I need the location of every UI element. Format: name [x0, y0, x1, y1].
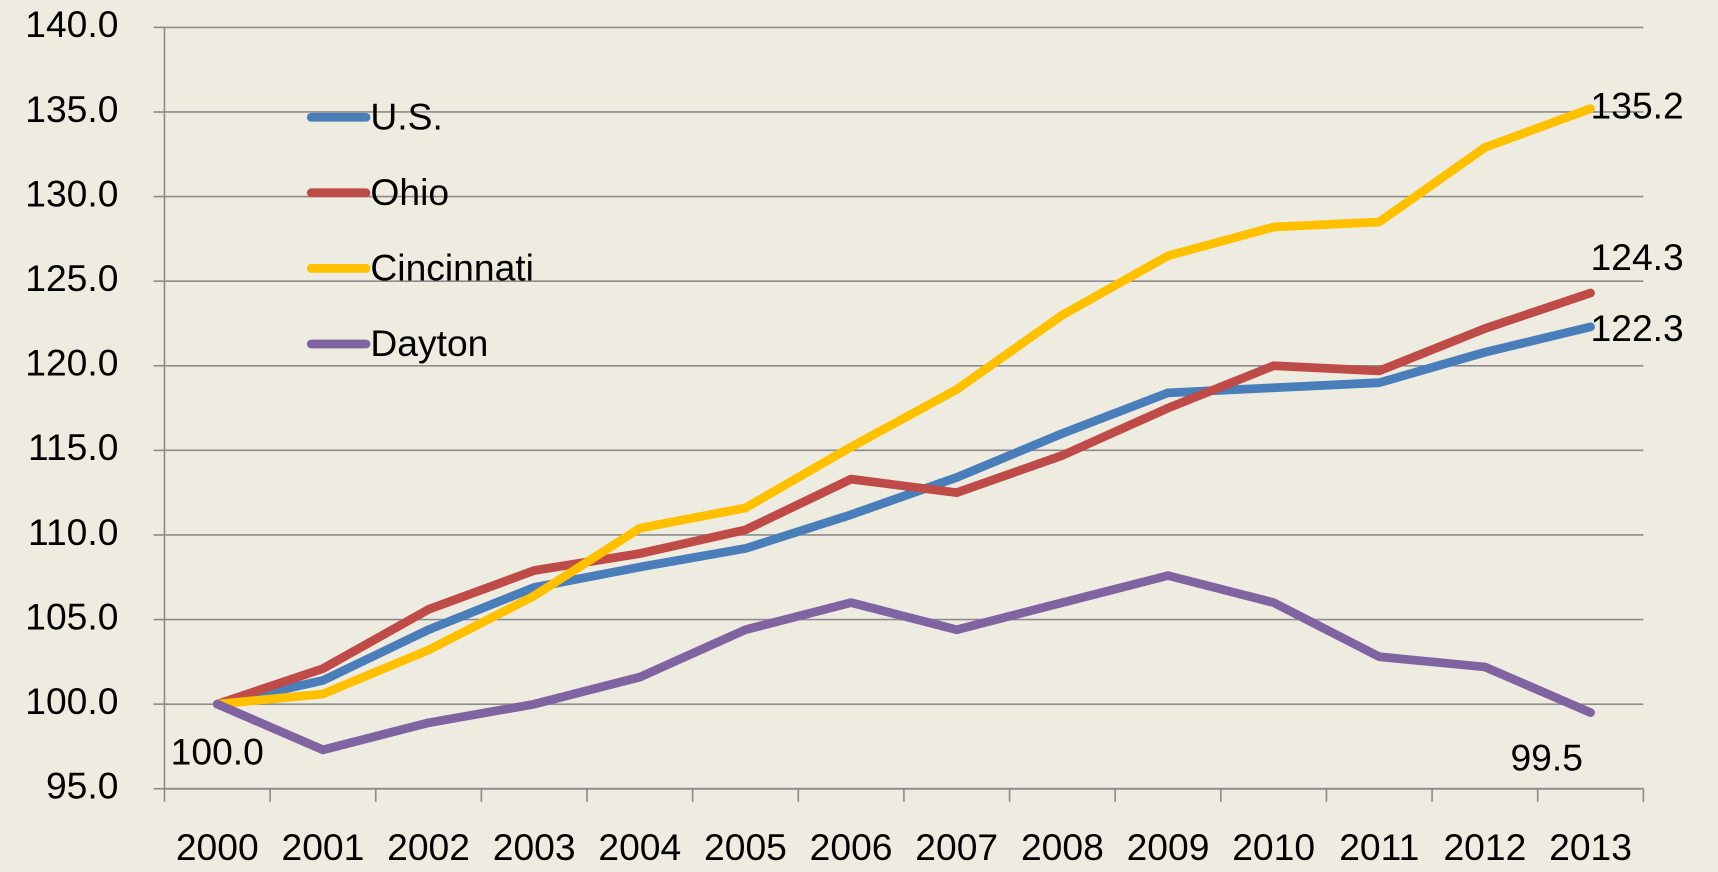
legend-label: Cincinnati — [370, 246, 534, 288]
series-line — [212, 288, 1595, 709]
value-label: 124.3 — [1591, 236, 1684, 278]
x-tick-label: 2003 — [493, 826, 576, 868]
y-tick-label: 135.0 — [25, 88, 118, 130]
x-tick-label: 2004 — [598, 826, 681, 868]
y-tick-label: 105.0 — [25, 595, 118, 637]
y-tick-label: 115.0 — [28, 426, 118, 468]
x-tick-label: 2011 — [1339, 826, 1419, 868]
y-tick-label: 125.0 — [25, 257, 118, 299]
y-tick-label: 110.0 — [28, 511, 118, 553]
x-tick-label: 2000 — [176, 826, 259, 868]
x-tick-label: 2007 — [915, 826, 998, 868]
x-tick-label: 2012 — [1443, 826, 1526, 868]
x-tick-label: 2006 — [810, 826, 893, 868]
value-label: 135.2 — [1591, 84, 1684, 126]
legend-label: U.S. — [370, 95, 442, 137]
x-tick-label: 2001 — [281, 826, 364, 868]
value-label: 122.3 — [1591, 307, 1684, 349]
value-label: 99.5 — [1510, 737, 1582, 779]
y-tick-label: 95.0 — [46, 765, 118, 807]
legend-label: Dayton — [370, 322, 488, 364]
series-line — [212, 104, 1595, 709]
x-tick-label: 2010 — [1232, 826, 1315, 868]
series-line — [212, 322, 1595, 709]
x-tick-label: 2009 — [1127, 826, 1210, 868]
x-tick-label: 2008 — [1021, 826, 1104, 868]
series-line — [212, 571, 1595, 755]
value-label: 100.0 — [171, 730, 264, 772]
y-tick-label: 130.0 — [25, 172, 118, 214]
y-tick-label: 120.0 — [25, 342, 118, 384]
x-tick-label: 2002 — [387, 826, 470, 868]
y-tick-label: 140.0 — [25, 3, 118, 45]
legend-label: Ohio — [370, 171, 449, 213]
x-tick-label: 2005 — [704, 826, 787, 868]
x-tick-label: 2013 — [1549, 826, 1632, 868]
y-tick-label: 100.0 — [25, 680, 118, 722]
